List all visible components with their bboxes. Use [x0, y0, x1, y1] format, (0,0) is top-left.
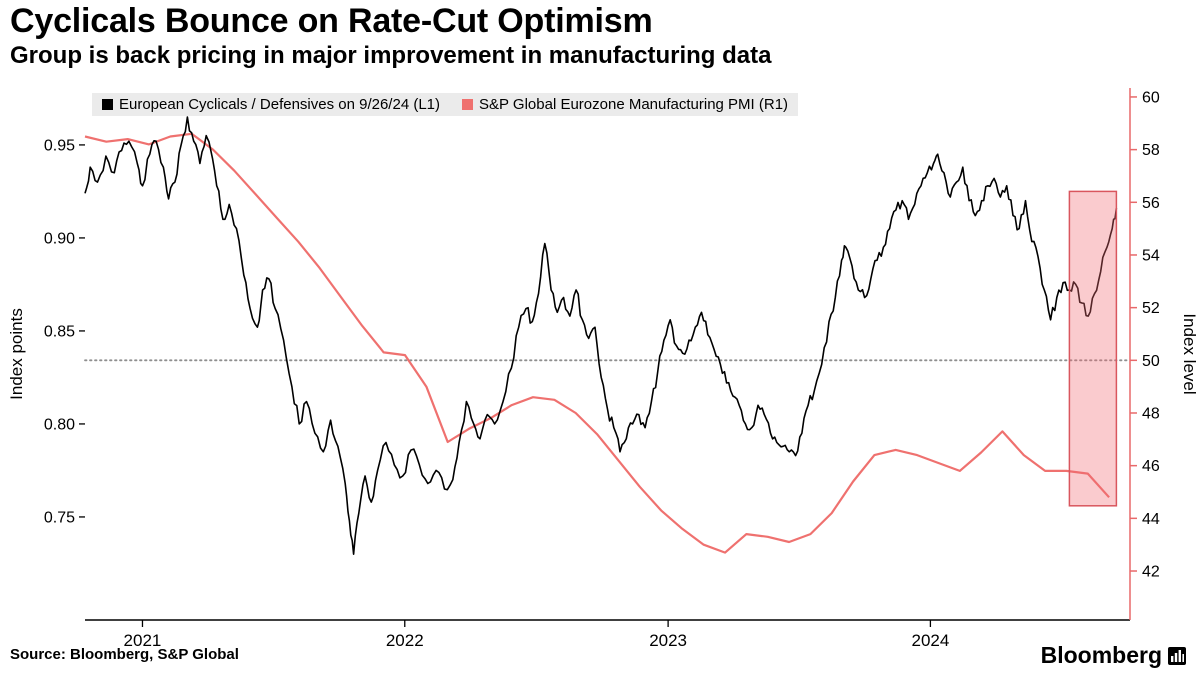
axis-text: 2021 — [124, 631, 162, 650]
legend: European Cyclicals / Defensives on 9/26/… — [92, 93, 799, 116]
highlight-box — [1068, 190, 1118, 507]
left-axis-title: Index points — [7, 308, 26, 400]
axis-text: 2023 — [649, 631, 687, 650]
axis-text: 0.95 — [44, 137, 75, 154]
series-cyclicals-line — [84, 116, 1118, 555]
left-axis-ticks: 0.95 0.90 0.85 0.80 0.75 — [44, 137, 85, 526]
axis-text: 52 — [1142, 300, 1160, 317]
axis-text: 50 — [1142, 353, 1160, 370]
axis-text: 46 — [1142, 458, 1160, 475]
bloomberg-logo-icon — [1168, 646, 1186, 665]
axis-text: 0.90 — [44, 230, 75, 247]
axis-text: 2022 — [386, 631, 424, 650]
bloomberg-logo: Bloomberg — [1041, 642, 1186, 669]
axis-text: 0.75 — [44, 509, 75, 526]
source-note: Source: Bloomberg, S&P Global — [10, 646, 239, 663]
chart-subtitle: Group is back pricing in major improveme… — [10, 42, 772, 69]
axis-text: 2024 — [911, 631, 949, 650]
axis-text: 0.85 — [44, 323, 75, 340]
axis-text: 54 — [1142, 247, 1160, 264]
series-pmi-line — [84, 132, 1110, 554]
right-axis-ticks: 60 58 56 54 52 50 48 46 44 42 — [1130, 89, 1160, 581]
axis-text: 56 — [1142, 195, 1160, 212]
axis-text: 0.80 — [44, 416, 75, 433]
chart-title: Cyclicals Bounce on Rate-Cut Optimism — [10, 2, 653, 40]
legend-item-1: S&P Global Eurozone Manufacturing PMI (R… — [462, 96, 788, 113]
axis-text: 48 — [1142, 405, 1160, 422]
legend-label: European Cyclicals / Defensives on 9/26/… — [119, 96, 441, 113]
axis-text: 60 — [1142, 89, 1160, 106]
legend-marker-icon — [462, 99, 474, 110]
x-axis-ticks: 2021 2022 2023 2024 — [124, 620, 949, 650]
axes: 0.95 0.90 0.85 0.80 0.75 60 58 56 54 52 50 48 46 44 42… — [7, 88, 1199, 650]
axis-text: 44 — [1142, 511, 1160, 528]
legend-item-0: European Cyclicals / Defensives on 9/26/… — [102, 96, 440, 113]
bloomberg-wordmark: Bloomberg — [1040, 642, 1162, 668]
right-axis-title: Index level — [1180, 313, 1199, 394]
axis-text: 58 — [1142, 142, 1160, 159]
legend-label: S&P Global Eurozone Manufacturing PMI (R… — [479, 96, 789, 113]
legend-marker-icon — [102, 99, 113, 110]
axis-text: 42 — [1142, 564, 1160, 581]
